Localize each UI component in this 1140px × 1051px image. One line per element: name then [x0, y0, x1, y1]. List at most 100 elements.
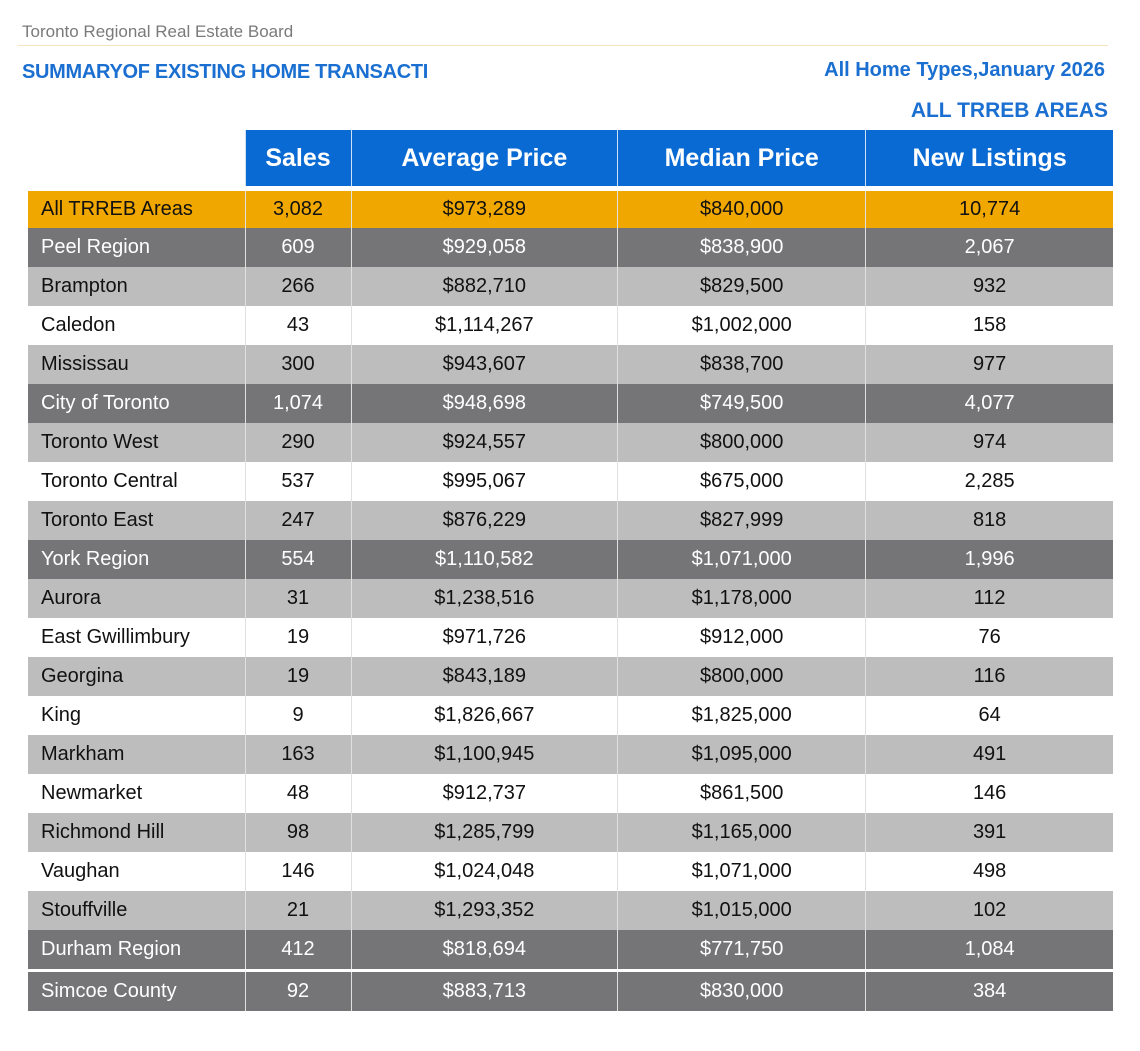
median-price-cell: $1,178,000 — [617, 579, 866, 618]
table-row: Toronto West 290 $924,557 $800,000 974 — [28, 423, 1113, 462]
median-price-cell: $861,500 — [617, 774, 866, 813]
area-cell: Newmarket — [28, 774, 245, 813]
report-title: SUMMARYOF EXISTING HOME TRANSACTI — [22, 61, 429, 83]
median-price-cell: $1,071,000 — [617, 540, 866, 579]
area-cell: Markham — [28, 735, 245, 774]
average-price-cell: $929,058 — [350, 228, 618, 267]
median-price-cell: $771,750 — [617, 930, 866, 969]
new-listings-cell: 10,774 — [865, 191, 1113, 228]
area-cell: York Region — [28, 540, 245, 579]
median-price-cell: $838,700 — [617, 345, 866, 384]
average-price-cell: $948,698 — [350, 384, 618, 423]
median-price-cell: $912,000 — [617, 618, 866, 657]
area-cell: Aurora — [28, 579, 245, 618]
new-listings-cell: 112 — [865, 579, 1113, 618]
table-row: Mississau 300 $943,607 $838,700 977 — [28, 345, 1113, 384]
new-listings-cell: 491 — [865, 735, 1113, 774]
header-median-price: Median Price — [617, 130, 866, 186]
median-price-cell: $1,165,000 — [617, 813, 866, 852]
spacer — [28, 186, 1113, 191]
median-price-cell: $838,900 — [617, 228, 866, 267]
median-price-cell: $827,999 — [617, 501, 866, 540]
table-row: Toronto East 247 $876,229 $827,999 818 — [28, 501, 1113, 540]
spacer — [28, 969, 1113, 972]
new-listings-cell: 102 — [865, 891, 1113, 930]
new-listings-cell: 384 — [865, 972, 1113, 1011]
sales-cell: 98 — [244, 813, 352, 852]
table-row: Aurora 31 $1,238,516 $1,178,000 112 — [28, 579, 1113, 618]
sales-cell: 3,082 — [244, 191, 352, 228]
area-cell: Durham Region — [28, 930, 245, 969]
area-label: ALL TRREB AREAS — [910, 99, 1108, 122]
median-price-cell: $675,000 — [617, 462, 866, 501]
average-price-cell: $1,293,352 — [350, 891, 618, 930]
area-cell: Peel Region — [28, 228, 245, 267]
sales-cell: 412 — [244, 930, 352, 969]
new-listings-cell: 146 — [865, 774, 1113, 813]
average-price-cell: $1,114,267 — [350, 306, 618, 345]
average-price-cell: $924,557 — [350, 423, 618, 462]
median-price-cell: $1,002,000 — [617, 306, 866, 345]
average-price-cell: $912,737 — [350, 774, 618, 813]
header-sales: Sales — [244, 130, 352, 186]
area-cell: Brampton — [28, 267, 245, 306]
table-row: Vaughan 146 $1,024,048 $1,071,000 498 — [28, 852, 1113, 891]
sales-cell: 163 — [244, 735, 352, 774]
new-listings-cell: 1,084 — [865, 930, 1113, 969]
header-new-listings: New Listings — [865, 130, 1113, 186]
average-price-cell: $1,285,799 — [350, 813, 618, 852]
average-price-cell: $943,607 — [350, 345, 618, 384]
sales-cell: 43 — [244, 306, 352, 345]
area-cell: Caledon — [28, 306, 245, 345]
organization-name: Toronto Regional Real Estate Board — [22, 22, 294, 41]
sales-cell: 290 — [244, 423, 352, 462]
table-row: Durham Region 412 $818,694 $771,750 1,084 — [28, 930, 1113, 969]
area-cell: Vaughan — [28, 852, 245, 891]
average-price-cell: $995,067 — [350, 462, 618, 501]
sales-cell: 266 — [244, 267, 352, 306]
average-price-cell: $1,110,582 — [350, 540, 618, 579]
header-blank — [28, 130, 245, 186]
area-cell: Simcoe County — [28, 972, 245, 1011]
average-price-cell: $882,710 — [350, 267, 618, 306]
area-cell: Georgina — [28, 657, 245, 696]
table-row: Georgina 19 $843,189 $800,000 116 — [28, 657, 1113, 696]
average-price-cell: $973,289 — [350, 191, 618, 228]
average-price-cell: $883,713 — [350, 972, 618, 1011]
header-row: Sales Average Price Median Price New Lis… — [28, 130, 1113, 186]
table-row: Caledon 43 $1,114,267 $1,002,000 158 — [28, 306, 1113, 345]
area-cell: Toronto Central — [28, 462, 245, 501]
new-listings-cell: 391 — [865, 813, 1113, 852]
median-price-cell: $1,071,000 — [617, 852, 866, 891]
new-listings-cell: 2,067 — [865, 228, 1113, 267]
new-listings-cell: 932 — [865, 267, 1113, 306]
new-listings-cell: 977 — [865, 345, 1113, 384]
median-price-cell: $829,500 — [617, 267, 866, 306]
new-listings-cell: 64 — [865, 696, 1113, 735]
sales-cell: 537 — [244, 462, 352, 501]
median-price-cell: $1,825,000 — [617, 696, 866, 735]
average-price-cell: $1,826,667 — [350, 696, 618, 735]
area-cell: All TRREB Areas — [28, 191, 245, 228]
median-price-cell: $1,015,000 — [617, 891, 866, 930]
sales-cell: 146 — [244, 852, 352, 891]
average-price-cell: $1,238,516 — [350, 579, 618, 618]
new-listings-cell: 2,285 — [865, 462, 1113, 501]
table-row: Brampton 266 $882,710 $829,500 932 — [28, 267, 1113, 306]
median-price-cell: $749,500 — [617, 384, 866, 423]
median-price-cell: $1,095,000 — [617, 735, 866, 774]
new-listings-cell: 818 — [865, 501, 1113, 540]
sales-cell: 19 — [244, 618, 352, 657]
area-cell: Richmond Hill — [28, 813, 245, 852]
divider — [18, 45, 1108, 46]
median-price-cell: $830,000 — [617, 972, 866, 1011]
average-price-cell: $876,229 — [350, 501, 618, 540]
sales-cell: 21 — [244, 891, 352, 930]
table-row: East Gwillimbury 19 $971,726 $912,000 76 — [28, 618, 1113, 657]
average-price-cell: $1,024,048 — [350, 852, 618, 891]
area-cell: East Gwillimbury — [28, 618, 245, 657]
sales-cell: 92 — [244, 972, 352, 1011]
sales-cell: 300 — [244, 345, 352, 384]
new-listings-cell: 974 — [865, 423, 1113, 462]
header-average-price: Average Price — [350, 130, 618, 186]
